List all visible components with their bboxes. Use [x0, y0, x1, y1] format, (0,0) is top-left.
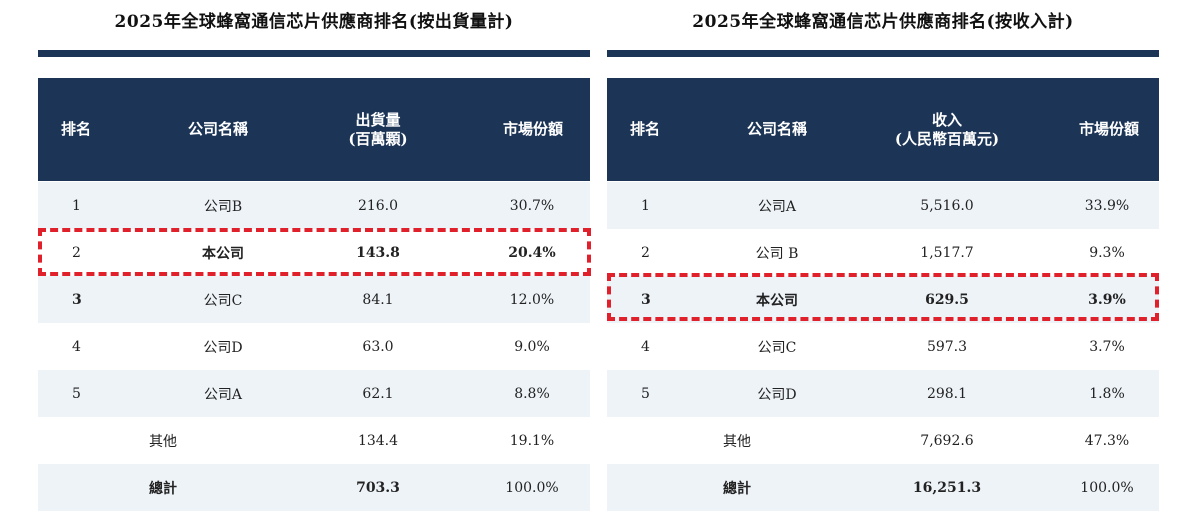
company-cell: 本公司 [756, 292, 798, 309]
value-cell: 16,251.3 [912, 479, 982, 496]
rank-cell: 5 [641, 385, 650, 402]
company-cell: 公司B [203, 198, 243, 215]
company-cell: 公司 B [755, 245, 799, 262]
company-cell: 公司A [757, 198, 797, 215]
revenue-ranking-panel: 2025年全球蜂窩通信芯片供應商排名(按收入計) 排名 公司名稱 收入 (人民幣… [607, 0, 1159, 521]
share-cell: 20.4% [508, 244, 556, 261]
share-cell: 33.9% [1084, 197, 1130, 214]
rank-cell: 1 [72, 197, 81, 214]
value-cell: 597.3 [926, 338, 968, 355]
rank-cell: 3 [72, 291, 82, 308]
shipment-ranking-panel: 2025年全球蜂窩通信芯片供應商排名(按出貨量計) 排名 公司名稱 出貨量 (百… [38, 0, 591, 521]
header-share: 市場份額 [1078, 120, 1139, 138]
value-cell: 84.1 [362, 291, 394, 308]
company-cell: 公司D [203, 339, 243, 356]
header-rank: 排名 [629, 120, 660, 138]
rank-cell: 3 [641, 291, 651, 308]
share-cell: 47.3% [1084, 432, 1130, 449]
rank-cell: 2 [72, 244, 81, 261]
company-cell: 總計 [149, 480, 177, 497]
table-row: 5 公司D 298.1 1.8% [607, 370, 1159, 417]
company-cell: 本公司 [202, 245, 244, 262]
table-row: 其他 7,692.6 47.3% [607, 417, 1159, 464]
share-cell: 19.1% [509, 432, 555, 449]
share-cell: 3.7% [1089, 338, 1125, 355]
company-cell: 其他 [149, 433, 177, 450]
table-row: 1 公司B 216.0 30.7% [38, 182, 590, 229]
title-rule [607, 50, 1159, 57]
header-rank: 排名 [60, 120, 91, 138]
shipment-table-title: 2025年全球蜂窩通信芯片供應商排名(按出貨量計) [114, 12, 514, 32]
company-cell: 公司A [203, 386, 243, 403]
title-rule [38, 50, 590, 57]
table-row: 1 公司A 5,516.0 33.9% [607, 182, 1159, 229]
company-cell: 總計 [723, 480, 751, 497]
value-cell: 1,517.7 [920, 244, 974, 261]
header-share: 市場份額 [502, 120, 563, 138]
value-cell: 298.1 [926, 385, 968, 402]
rank-cell: 4 [641, 338, 650, 355]
table-row: 其他 134.4 19.1% [38, 417, 590, 464]
value-cell: 134.4 [357, 432, 399, 449]
table-row: 2 公司 B 1,517.7 9.3% [607, 229, 1159, 276]
value-cell: 7,692.6 [920, 432, 974, 449]
table-row: 4 公司D 63.0 9.0% [38, 323, 590, 370]
share-cell: 9.3% [1089, 244, 1125, 261]
total-row: 總計 703.3 100.0% [38, 464, 590, 511]
header-company: 公司名稱 [746, 120, 807, 138]
share-cell: 3.9% [1088, 291, 1126, 308]
revenue-table-header: 排名 公司名稱 收入 (人民幣百萬元) 市場份額 [607, 78, 1159, 181]
value-cell: 63.0 [362, 338, 394, 355]
company-cell: 公司C [757, 339, 797, 356]
value-cell: 216.0 [357, 197, 399, 214]
share-cell: 100.0% [1080, 479, 1134, 496]
share-cell: 9.0% [514, 338, 550, 355]
company-cell: 公司D [757, 386, 797, 403]
company-cell: 公司C [203, 292, 243, 309]
table-row: 4 公司C 597.3 3.7% [607, 323, 1159, 370]
rank-cell: 4 [72, 338, 81, 355]
total-row: 總計 16,251.3 100.0% [607, 464, 1159, 511]
header-revenue: 收入 (人民幣百萬元) [894, 110, 1000, 148]
table-row: 3 公司C 84.1 12.0% [38, 276, 590, 323]
revenue-table-title: 2025年全球蜂窩通信芯片供應商排名(按收入計) [692, 12, 1074, 32]
shipment-table-header: 排名 公司名稱 出貨量 (百萬顆) 市場份額 [38, 78, 590, 181]
value-cell: 143.8 [356, 244, 400, 261]
value-cell: 5,516.0 [920, 197, 974, 214]
rank-cell: 1 [641, 197, 650, 214]
share-cell: 30.7% [509, 197, 555, 214]
header-shipment: 出貨量 (百萬顆) [348, 110, 408, 148]
table-row: 3 本公司 629.5 3.9% [607, 276, 1159, 323]
share-cell: 12.0% [509, 291, 555, 308]
share-cell: 100.0% [505, 479, 559, 496]
value-cell: 703.3 [356, 479, 400, 496]
share-cell: 8.8% [514, 385, 550, 402]
rank-cell: 5 [72, 385, 81, 402]
table-row: 2 本公司 143.8 20.4% [38, 229, 590, 276]
header-company: 公司名稱 [187, 120, 248, 138]
company-cell: 其他 [723, 433, 751, 450]
value-cell: 62.1 [362, 385, 394, 402]
share-cell: 1.8% [1089, 385, 1125, 402]
table-row: 5 公司A 62.1 8.8% [38, 370, 590, 417]
value-cell: 629.5 [925, 291, 969, 308]
rank-cell: 2 [641, 244, 650, 261]
